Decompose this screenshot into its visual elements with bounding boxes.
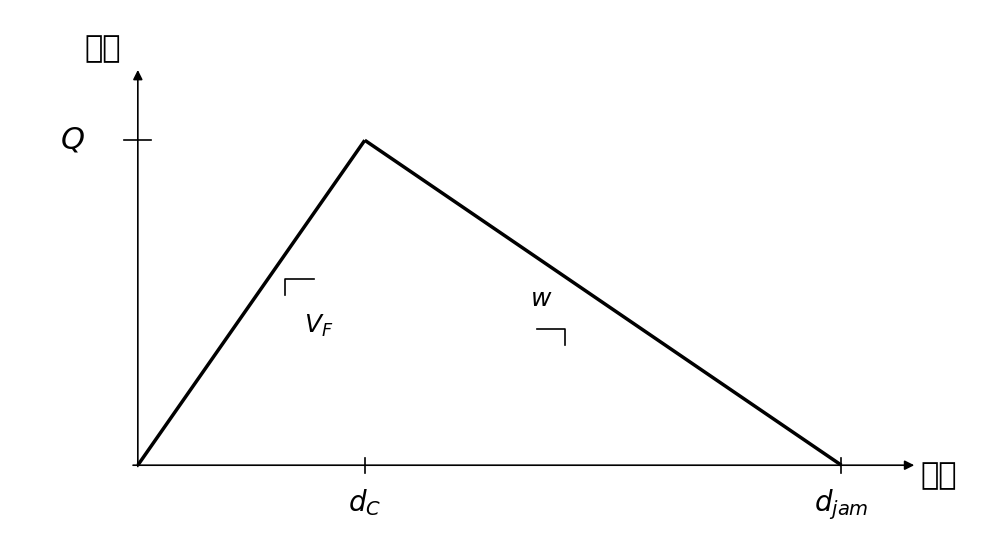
Text: 流量: 流量 xyxy=(85,34,121,63)
Text: $d_{jam}$: $d_{jam}$ xyxy=(814,488,869,522)
Text: $w$: $w$ xyxy=(530,288,552,311)
Text: $d_C$: $d_C$ xyxy=(348,488,381,518)
Text: 密度: 密度 xyxy=(921,461,957,490)
Text: $Q$: $Q$ xyxy=(60,125,85,156)
Text: $V_F$: $V_F$ xyxy=(304,313,334,339)
